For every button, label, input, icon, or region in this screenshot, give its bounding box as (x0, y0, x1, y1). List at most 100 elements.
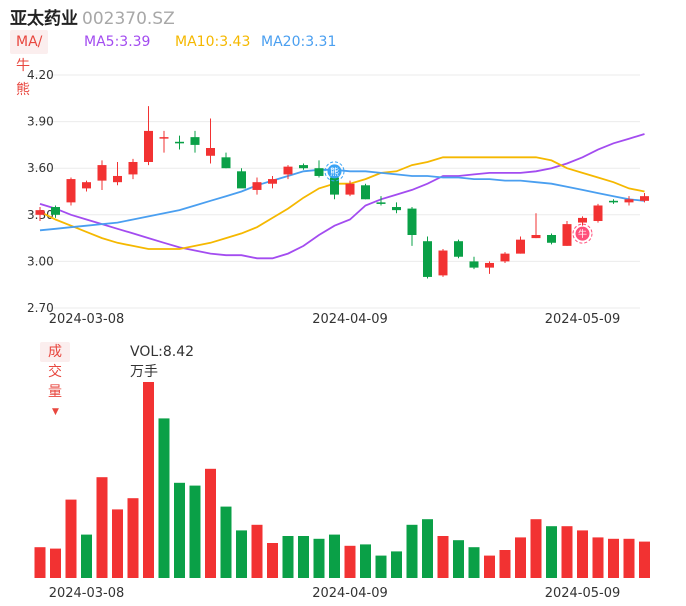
stock-name: 亚太药业 (10, 9, 78, 29)
candle-body (593, 205, 603, 222)
stock-title: 亚太药业 002370.SZ (10, 4, 175, 29)
volume-bar (34, 547, 46, 578)
volume-bar (81, 534, 92, 578)
volume-bar (112, 509, 123, 578)
stock-code: 002370.SZ (82, 9, 175, 29)
bear-marker-icon (327, 164, 342, 179)
volume-bar (468, 547, 480, 578)
ma-indicator-selector[interactable]: MA/牛熊 (10, 30, 49, 98)
candle-body (190, 137, 200, 145)
candle-body (562, 224, 572, 246)
candle-body (66, 179, 76, 203)
volume-indicator-selector[interactable]: 成交量 ▼ (40, 342, 70, 417)
candle-body (423, 241, 432, 277)
volume-bar (329, 534, 340, 578)
volume-value: VOL:8.42万手 (130, 344, 195, 380)
candle-body (113, 175, 122, 183)
y-tick-label: 3.60 (27, 161, 54, 175)
candle-body (237, 171, 246, 189)
candle-body (469, 261, 479, 268)
volume-bar (546, 526, 557, 578)
y-tick-label: 4.20 (27, 68, 54, 82)
volume-bar (592, 537, 604, 578)
candle-body (578, 217, 587, 223)
volume-bar (298, 536, 309, 578)
candle-body (268, 179, 277, 184)
x-tick-label: 2024-05-09 (545, 312, 621, 327)
candle-body (299, 165, 308, 169)
candle-body (283, 166, 293, 175)
candle-body (314, 168, 324, 176)
volume-bar (313, 538, 325, 578)
candle-body (252, 182, 262, 190)
volume-bar (189, 485, 201, 578)
candle-body (144, 130, 153, 162)
bull-marker-icon-ring (572, 223, 593, 244)
candle-body (438, 250, 448, 276)
volume-bar (174, 482, 185, 578)
volume-bar (422, 519, 433, 578)
bull-marker-icon (575, 226, 590, 241)
volume-bar (437, 536, 449, 578)
candle-body (97, 165, 107, 181)
candle-body (547, 234, 556, 243)
x-tick-label: 2024-05-09 (545, 586, 621, 601)
candle-body (407, 208, 417, 235)
candle-body (516, 239, 525, 254)
x-tick-label: 2024-03-08 (49, 586, 125, 601)
volume-bar (499, 550, 511, 578)
volume-bar (220, 506, 232, 578)
ma5-label: MA5:3.39 (84, 34, 151, 50)
volume-tag-label: 成交量 (48, 344, 62, 400)
volume-bar (236, 530, 247, 578)
candle-body (485, 262, 494, 268)
y-tick-label: 3.00 (27, 254, 54, 268)
candle-body (82, 182, 91, 189)
candle-body (392, 207, 401, 211)
volume-bar (515, 537, 526, 578)
volume-bar (608, 538, 619, 578)
volume-bar (639, 541, 650, 578)
volume-bar (530, 519, 542, 578)
ma20-label: MA20:3.31 (261, 34, 337, 50)
candle-body (159, 137, 169, 139)
bull-marker-icon-glyph: 牛 (578, 228, 587, 240)
x-tick-label: 2024-04-09 (312, 586, 388, 601)
ma10-line (39, 156, 645, 250)
candle-body (330, 177, 339, 195)
candle-body (609, 200, 618, 203)
candle-body (624, 199, 634, 203)
candle-body (531, 234, 541, 239)
volume-bar (375, 555, 387, 578)
y-tick-label: 2.70 (27, 301, 54, 315)
candle-body (640, 196, 649, 201)
x-tick-label: 2024-04-09 (312, 312, 388, 327)
ma5-line (39, 133, 645, 260)
volume-bar (251, 524, 263, 578)
dropdown-arrow-icon: ▼ (52, 407, 59, 417)
volume-bar (484, 555, 495, 578)
ma10-label: MA10:3.43 (175, 34, 251, 50)
volume-bar (267, 543, 278, 578)
candle-body (454, 241, 463, 257)
volume-bar (50, 548, 61, 578)
bear-marker-icon-glyph: 熊 (330, 166, 339, 178)
volume-bar (344, 545, 356, 578)
volume-bar (143, 382, 154, 578)
candle-body (500, 253, 510, 262)
bear-marker-icon-ring (324, 161, 345, 182)
volume-bar (406, 524, 418, 578)
volume-bar (453, 540, 464, 578)
volume-bar (205, 468, 216, 578)
volume-bar (158, 418, 170, 578)
volume-bar (96, 477, 108, 578)
volume-bar (623, 538, 635, 578)
volume-bar (65, 499, 77, 578)
candle-body (206, 148, 215, 156)
candle-body (35, 210, 45, 215)
volume-bar (391, 551, 402, 578)
candle-body (221, 157, 231, 169)
volume-bar (360, 544, 371, 578)
volume-bar (577, 530, 588, 578)
